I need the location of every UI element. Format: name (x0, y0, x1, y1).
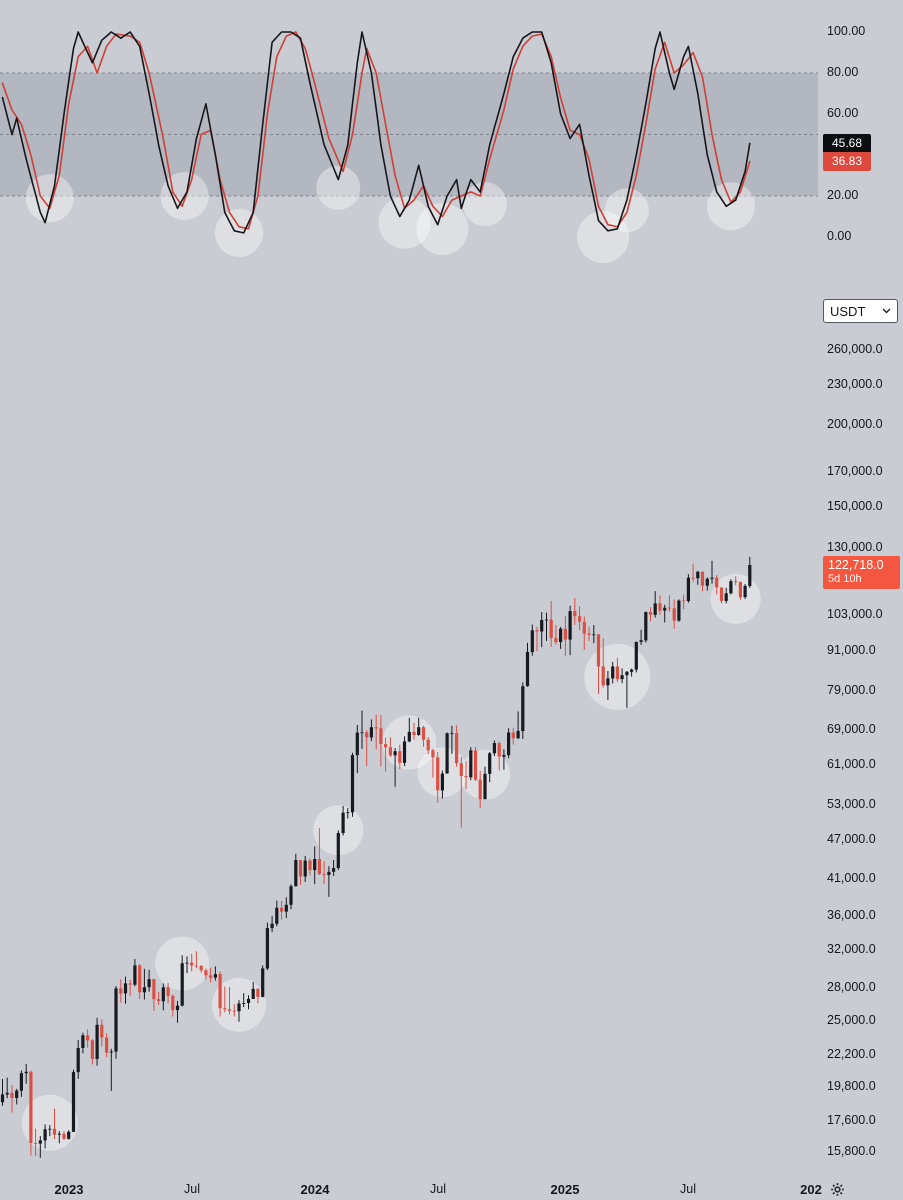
price-axis-tick: 25,000.0 (827, 1013, 876, 1027)
price-axis-tick: 260,000.0 (827, 342, 883, 356)
osc-axis-tick: 60.00 (827, 106, 859, 120)
price-axis-tick: 22,200.0 (827, 1047, 876, 1061)
osc-axis-tick: 80.00 (827, 65, 859, 79)
price-axis-tick: 200,000.0 (827, 417, 883, 431)
price-axis-tick: 32,000.0 (827, 942, 876, 956)
price-axis-tick: 28,000.0 (827, 980, 876, 994)
price-axis-tick: 53,000.0 (827, 797, 876, 811)
price-axis-tick: 170,000.0 (827, 464, 883, 478)
price-axis-tick: 150,000.0 (827, 499, 883, 513)
bar-countdown: 5d 10h (828, 573, 862, 585)
last-price-badge: 122,718.0 5d 10h (823, 556, 900, 589)
settings-gear-icon[interactable] (830, 1182, 845, 1197)
price-axis-tick: 41,000.0 (827, 871, 876, 885)
time-axis[interactable]: 2023 Jul 2024 Jul 2025 Jul 202 (0, 1180, 903, 1200)
time-axis-tick: 202 (800, 1182, 822, 1197)
osc-axis-tick: 20.00 (827, 188, 859, 202)
time-axis-tick: Jul (680, 1182, 696, 1196)
price-axis-tick: 130,000.0 (827, 540, 883, 554)
price-axis-tick: 15,800.0 (827, 1144, 876, 1158)
time-axis-tick: Jul (430, 1182, 446, 1196)
price-axis-tick: 19,800.0 (827, 1079, 876, 1093)
stoch-d-value-badge: 36.83 (823, 152, 871, 171)
osc-axis-tick: 100.00 (827, 24, 866, 38)
quote-currency-select[interactable]: USDT (823, 299, 898, 323)
time-axis-tick: 2023 (54, 1182, 84, 1197)
osc-axis-tick: 0.00 (827, 229, 852, 243)
price-axis-tick: 91,000.0 (827, 643, 876, 657)
price-axis-tick: 230,000.0 (827, 377, 883, 391)
price-axis-tick: 69,000.0 (827, 722, 876, 736)
price-axis-tick: 36,000.0 (827, 908, 876, 922)
time-axis-tick: 2025 (550, 1182, 580, 1197)
price-axis-tick: 61,000.0 (827, 757, 876, 771)
price-axis-tick: 103,000.0 (827, 607, 883, 621)
price-axis-tick: 17,600.0 (827, 1113, 876, 1127)
price-axis-tick: 79,000.0 (827, 683, 876, 697)
price-axis-tick: 47,000.0 (827, 832, 876, 846)
time-axis-tick: 2024 (300, 1182, 330, 1197)
time-axis-tick: Jul (184, 1182, 200, 1196)
chart-canvas[interactable] (0, 0, 818, 1200)
chevron-down-icon (882, 308, 891, 314)
stoch-k-value-badge: 45.68 (823, 134, 871, 153)
last-price-value: 122,718.0 (828, 558, 884, 572)
quote-currency-value: USDT (830, 303, 866, 319)
